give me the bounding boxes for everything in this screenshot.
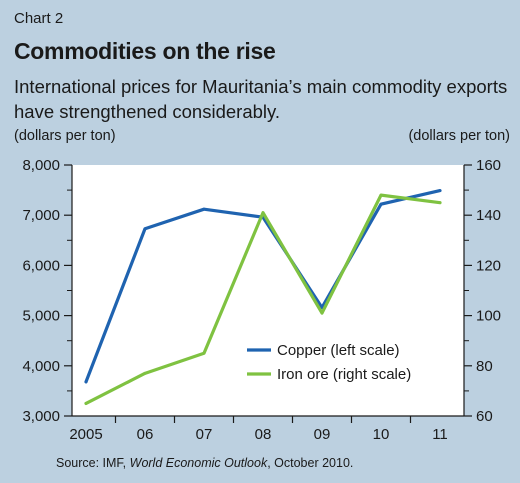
iron-ore-data-point (84, 402, 88, 405)
iron-ore-data-point (320, 311, 324, 315)
x-axis-tick-label: 10 (373, 426, 390, 443)
copper-data-point (143, 227, 147, 231)
x-axis-tick-label: 07 (196, 426, 213, 443)
iron-ore-data-point (379, 193, 383, 197)
chart-number: Chart 2 (14, 10, 64, 27)
left-axis-unit-label: (dollars per ton) (14, 128, 116, 144)
copper-data-point (84, 380, 88, 384)
x-axis-tick-label: 11 (432, 426, 448, 443)
right-axis-tick-label: 160 (476, 157, 501, 174)
left-axis-tick-label: 4,000 (22, 358, 60, 375)
x-axis-tick-label: 2005 (69, 426, 102, 443)
right-axis-tick-label: 80 (476, 358, 493, 375)
source-publication: World Economic Outlook (129, 456, 268, 470)
x-axis-tick-label: 08 (255, 426, 272, 443)
chart-title: Commodities on the rise (14, 38, 276, 64)
chart-subtitle: International prices for Mauritania’s ma… (14, 76, 508, 122)
copper-data-point (202, 207, 206, 211)
left-axis-tick-label: 5,000 (22, 308, 60, 325)
left-axis-tick-label: 8,000 (22, 157, 60, 174)
right-axis-unit-label: (dollars per ton) (408, 128, 510, 144)
iron-ore-data-point (261, 211, 265, 215)
right-axis-tick-label: 100 (476, 308, 501, 325)
right-axis-tick-label: 140 (476, 207, 501, 224)
left-axis-tick-label: 3,000 (22, 408, 60, 425)
x-axis-tick-label: 09 (314, 426, 331, 443)
source-note: Source: IMF, World Economic Outlook, Oct… (56, 456, 353, 470)
right-axis-tick-label: 120 (476, 257, 501, 274)
source-suffix: , October 2010. (267, 456, 354, 470)
axes: 3,000 4,000 5,000 6,000 7,000 8,000 60 80 100 120… (22, 157, 501, 443)
iron-ore-data-point (202, 351, 206, 355)
iron-ore-data-point (438, 201, 442, 205)
iron-ore-data-point (143, 371, 147, 375)
left-axis-tick-label: 7,000 (22, 207, 60, 224)
copper-data-point (438, 189, 442, 193)
series-layer (84, 189, 442, 406)
legend: Copper (left scale) Iron ore (right scale… (247, 342, 411, 383)
source-prefix: Source: IMF, (56, 456, 130, 470)
right-axis-tick-label: 60 (476, 408, 493, 425)
left-axis-tick-label: 6,000 (22, 257, 60, 274)
legend-label-copper: Copper (left scale) (277, 342, 400, 359)
copper-data-point (379, 202, 383, 206)
x-axis-tick-label: 06 (137, 426, 154, 443)
legend-label-iron-ore: Iron ore (right scale) (277, 366, 411, 383)
